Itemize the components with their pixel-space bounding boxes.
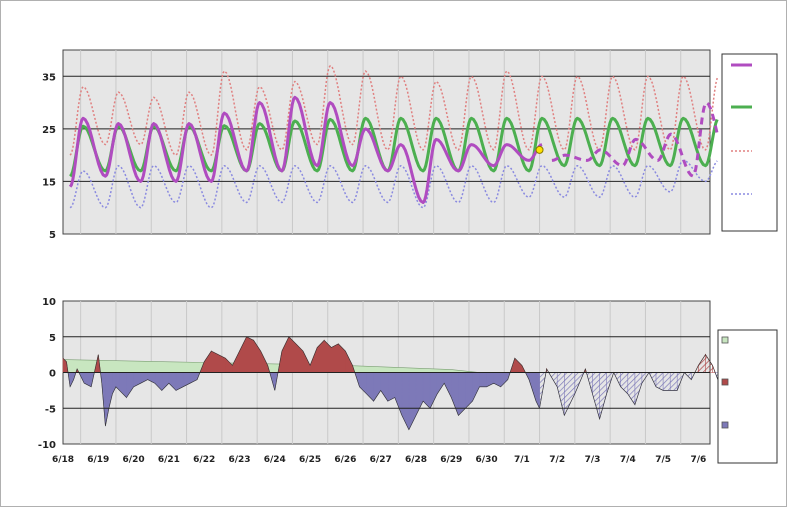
bottom-grid xyxy=(63,336,710,409)
top-y-tick-label: 25 xyxy=(42,125,56,136)
x-tick-label: 6/22 xyxy=(193,455,215,465)
bottom-y-tick-label: 10 xyxy=(42,297,56,308)
legend-normal-area-swatch xyxy=(721,336,729,344)
bottom-y-tick-label: 5 xyxy=(49,333,56,344)
x-tick-label: 7/4 xyxy=(620,455,636,465)
top-y-tick-label: 15 xyxy=(42,177,56,188)
top-y-tick-label: 35 xyxy=(42,72,56,83)
bottom-y-tick-label: 0 xyxy=(49,369,56,380)
x-tick-label: 6/26 xyxy=(334,455,356,465)
top-legend xyxy=(721,53,778,232)
bottom-y-tick-label: -5 xyxy=(45,404,56,415)
x-tick-label: 7/3 xyxy=(585,455,601,465)
x-tick-label: 7/2 xyxy=(549,455,565,465)
bottom-y-axis: -10 -5 0 5 10 xyxy=(38,297,56,451)
x-tick-label: 6/29 xyxy=(440,455,462,465)
legend-negative-swatch xyxy=(721,421,729,429)
x-tick-label: 7/1 xyxy=(514,455,530,465)
top-plot-area xyxy=(62,49,711,235)
series-normal-line xyxy=(69,116,719,178)
x-tick-label: 6/23 xyxy=(228,455,250,465)
x-tick-label: 6/18 xyxy=(52,455,74,465)
x-tick-label: 6/21 xyxy=(158,455,180,465)
x-tick-label: 7/6 xyxy=(690,455,706,465)
x-tick-label: 6/30 xyxy=(476,455,498,465)
top-y-axis: 5 15 25 35 xyxy=(42,72,56,241)
departure-observed-outline xyxy=(62,336,540,431)
bottom-y-tick-label: -10 xyxy=(38,440,56,451)
series-observed-forecast-line xyxy=(551,101,719,178)
x-axis: 6/18 6/19 6/20 6/21 6/22 6/23 6/24 6/25 6/26 6/27… xyxy=(52,455,706,465)
current-value-marker xyxy=(535,145,544,154)
x-tick-label: 7/5 xyxy=(655,455,671,465)
top-y-tick-label: 5 xyxy=(49,230,56,241)
departure-forecast-outline xyxy=(539,354,719,421)
series-record-low-line xyxy=(69,159,718,209)
x-tick-label: 6/27 xyxy=(370,455,392,465)
top-series xyxy=(68,65,719,209)
series-observed-line xyxy=(68,95,543,204)
legend-positive-swatch xyxy=(721,378,729,386)
x-tick-label: 6/25 xyxy=(299,455,321,465)
series-record-high-line xyxy=(69,65,718,156)
x-tick-label: 6/19 xyxy=(87,455,109,465)
x-tick-label: 6/20 xyxy=(123,455,145,465)
x-tick-label: 6/24 xyxy=(264,455,286,465)
bottom-series xyxy=(62,301,719,444)
x-tick-label: 6/28 xyxy=(405,455,427,465)
bottom-legend xyxy=(717,329,778,464)
